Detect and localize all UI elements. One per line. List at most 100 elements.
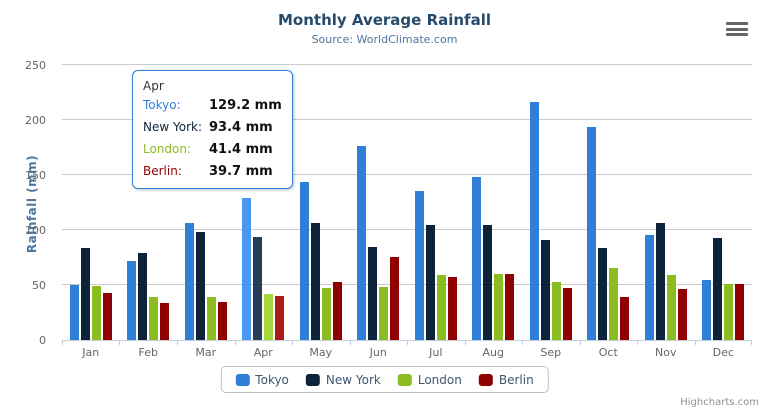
legend-item-new-york[interactable]: New York — [305, 373, 381, 387]
bar-berlin-nov[interactable] — [677, 288, 687, 340]
x-axis-label-may: May — [309, 346, 333, 359]
export-menu-button[interactable] — [725, 21, 749, 37]
tooltip-series-value: 41.4 mm — [209, 142, 273, 157]
bar-new-york-feb[interactable] — [138, 253, 148, 340]
bar-group-oct — [580, 66, 638, 340]
y-axis-label: 250 — [25, 59, 46, 72]
bar-group-nov — [637, 66, 695, 340]
bar-london-jan[interactable] — [91, 286, 101, 340]
legend-item-berlin[interactable]: Berlin — [478, 373, 534, 387]
bar-tokyo-jul[interactable] — [414, 190, 424, 340]
credits-link[interactable]: Highcharts.com — [680, 397, 759, 408]
bar-london-feb[interactable] — [149, 297, 159, 340]
x-axis-tick — [119, 340, 121, 345]
x-axis-label-jul: Jul — [429, 346, 443, 359]
legend-swatch-new-york — [305, 373, 320, 386]
bar-berlin-may[interactable] — [332, 282, 342, 340]
bar-new-york-jun[interactable] — [368, 247, 378, 340]
bar-berlin-mar[interactable] — [217, 302, 227, 340]
bar-tokyo-mar[interactable] — [184, 222, 194, 340]
x-axis-tick — [637, 340, 638, 345]
gridline-250 — [62, 64, 752, 65]
bar-group-mar — [177, 66, 235, 340]
tooltip-header: Apr — [143, 79, 164, 93]
bar-group-jul — [407, 66, 465, 340]
bar-new-york-may[interactable] — [310, 223, 320, 340]
bar-berlin-sep[interactable] — [562, 287, 572, 340]
bar-groups — [62, 66, 752, 340]
bar-tokyo-dec[interactable] — [702, 280, 712, 340]
bar-berlin-oct[interactable] — [620, 297, 630, 340]
legend-item-london[interactable]: London — [397, 373, 462, 387]
bar-london-may[interactable] — [321, 288, 331, 340]
bar-london-mar[interactable] — [206, 296, 216, 340]
bar-london-aug[interactable] — [494, 274, 504, 340]
bar-london-sep[interactable] — [551, 282, 561, 340]
bar-tokyo-feb[interactable] — [127, 261, 137, 340]
x-axis-tick — [751, 340, 752, 345]
bar-new-york-sep[interactable] — [540, 239, 550, 340]
bar-tokyo-may[interactable] — [299, 181, 309, 340]
gridline-50 — [62, 284, 752, 285]
tooltip-series-value: 93.4 mm — [209, 120, 273, 135]
bar-tokyo-oct[interactable] — [587, 126, 597, 340]
gridline-150 — [62, 174, 752, 175]
bar-london-apr[interactable] — [264, 294, 274, 340]
y-axis-label: 0 — [39, 334, 46, 347]
bar-london-dec[interactable] — [724, 283, 734, 340]
x-axis-tick — [694, 340, 696, 345]
bar-group-may — [292, 66, 350, 340]
legend-swatch-tokyo — [235, 373, 250, 386]
bar-london-oct[interactable] — [609, 268, 619, 340]
tooltip-series-label: Berlin: — [143, 164, 182, 178]
bar-new-york-jan[interactable] — [80, 248, 90, 340]
bar-new-york-apr[interactable] — [253, 237, 263, 340]
bar-group-dec — [695, 66, 753, 340]
bar-new-york-oct[interactable] — [598, 248, 608, 340]
bar-tokyo-apr[interactable] — [242, 197, 252, 340]
bar-new-york-nov[interactable] — [655, 222, 665, 340]
legend-swatch-berlin — [478, 373, 493, 386]
bar-berlin-apr[interactable] — [275, 296, 285, 340]
bar-london-jul[interactable] — [436, 275, 446, 340]
bar-berlin-jan[interactable] — [102, 293, 112, 340]
bar-tokyo-sep[interactable] — [529, 101, 539, 340]
x-axis-label-apr: Apr — [253, 346, 273, 359]
x-axis-label-aug: Aug — [482, 346, 504, 359]
y-axis-label: 150 — [25, 169, 46, 182]
tooltip-series-value: 39.7 mm — [209, 164, 273, 179]
bar-london-jun[interactable] — [379, 286, 389, 340]
bar-new-york-jul[interactable] — [425, 224, 435, 340]
bar-group-jan — [62, 66, 120, 340]
x-axis-tick — [464, 340, 466, 345]
bar-tokyo-jun[interactable] — [357, 146, 367, 340]
tooltip-series-label: New York: — [143, 120, 202, 134]
gridline-100 — [62, 229, 752, 230]
bar-berlin-dec[interactable] — [735, 283, 745, 340]
hamburger-icon — [726, 33, 748, 36]
legend-label-tokyo: Tokyo — [255, 372, 289, 387]
bar-group-feb — [120, 66, 178, 340]
bar-berlin-jun[interactable] — [390, 256, 400, 340]
tooltip: Apr Tokyo: 129.2 mm New York: 93.4 mm London… — [132, 70, 293, 189]
x-axis-label-mar: Mar — [195, 346, 217, 359]
x-axis-labels: Jan Feb Mar Apr May Jun Jul Aug Sep Oct Nov Dec — [62, 346, 752, 359]
bar-tokyo-jan[interactable] — [69, 285, 79, 340]
bar-new-york-mar[interactable] — [195, 231, 205, 340]
bar-new-york-dec[interactable] — [713, 238, 723, 340]
bar-berlin-feb[interactable] — [160, 303, 170, 340]
bar-berlin-jul[interactable] — [447, 276, 457, 340]
chart-title: Monthly Average Rainfall — [277, 11, 491, 29]
bar-tokyo-aug[interactable] — [472, 176, 482, 340]
x-axis-tick — [234, 340, 236, 345]
tooltip-series-value: 129.2 mm — [209, 98, 282, 113]
bar-berlin-aug[interactable] — [505, 273, 515, 340]
legend-item-tokyo[interactable]: Tokyo — [235, 373, 289, 387]
bar-london-nov[interactable] — [666, 274, 676, 340]
hamburger-icon — [726, 22, 748, 25]
x-axis-tick — [521, 340, 523, 345]
bar-tokyo-nov[interactable] — [644, 234, 654, 340]
bar-new-york-aug[interactable] — [483, 225, 493, 340]
gridline-200 — [62, 119, 752, 120]
x-axis-label-jun: Jun — [369, 346, 387, 359]
